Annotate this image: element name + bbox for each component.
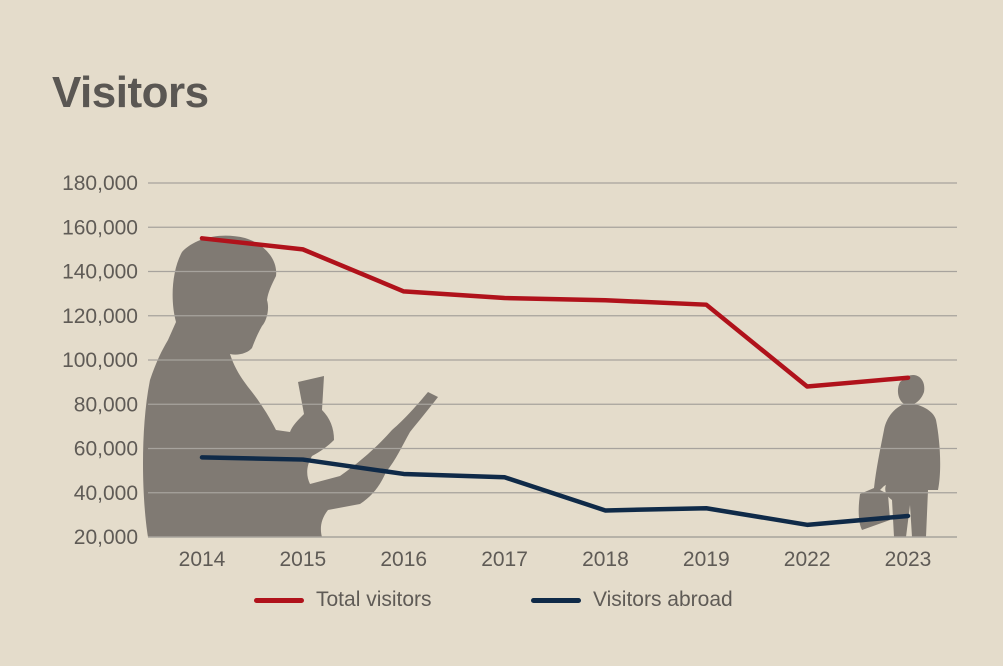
legend-swatch-total-visitors bbox=[254, 597, 304, 603]
legend-swatch-visitors-abroad bbox=[531, 597, 581, 603]
legend: Total visitors Visitors abroad bbox=[0, 588, 1003, 618]
y-tick-label-120-000: 120,000 bbox=[62, 305, 138, 328]
series-line-total-visitors bbox=[199, 236, 911, 389]
legend-label-visitors-abroad: Visitors abroad bbox=[593, 588, 733, 611]
series-line-visitors-abroad bbox=[199, 455, 911, 528]
legend-label-total-visitors: Total visitors bbox=[316, 588, 432, 611]
series-lines bbox=[199, 236, 911, 528]
traveler-silhouette bbox=[858, 374, 941, 537]
y-tick-label-140-000: 140,000 bbox=[62, 261, 138, 284]
y-tick-label-160-000: 160,000 bbox=[62, 216, 138, 239]
y-tick-label-180-000: 180,000 bbox=[62, 172, 138, 195]
y-tick-label-100-000: 100,000 bbox=[62, 349, 138, 372]
legend-item-total-visitors: Total visitors bbox=[254, 588, 432, 612]
x-axis: 2014 2015 2016 2017 2018 2019 2022 2023 bbox=[179, 548, 932, 571]
x-tick-label-2018: 2018 bbox=[582, 548, 629, 571]
wine-taster-silhouette bbox=[143, 235, 438, 537]
legend-item-visitors-abroad: Visitors abroad bbox=[531, 588, 733, 612]
y-tick-label-60-000: 60,000 bbox=[74, 438, 138, 461]
y-tick-label-20-000: 20,000 bbox=[74, 526, 138, 549]
y-tick-label-40-000: 40,000 bbox=[74, 482, 138, 505]
x-tick-label-2015: 2015 bbox=[279, 548, 326, 571]
x-tick-label-2022: 2022 bbox=[784, 548, 831, 571]
chart-title: Visitors bbox=[52, 68, 209, 117]
x-tick-label-2019: 2019 bbox=[683, 548, 730, 571]
y-axis: 20,000 40,000 60,000 80,000 100,000 120,000 14… bbox=[62, 172, 138, 549]
x-tick-label-2014: 2014 bbox=[179, 548, 226, 571]
x-tick-label-2017: 2017 bbox=[481, 548, 528, 571]
y-tick-label-80-000: 80,000 bbox=[74, 393, 138, 416]
decorative-silhouettes bbox=[143, 235, 941, 537]
x-tick-label-2023: 2023 bbox=[885, 548, 932, 571]
gridlines bbox=[148, 182, 957, 538]
x-tick-label-2016: 2016 bbox=[380, 548, 427, 571]
